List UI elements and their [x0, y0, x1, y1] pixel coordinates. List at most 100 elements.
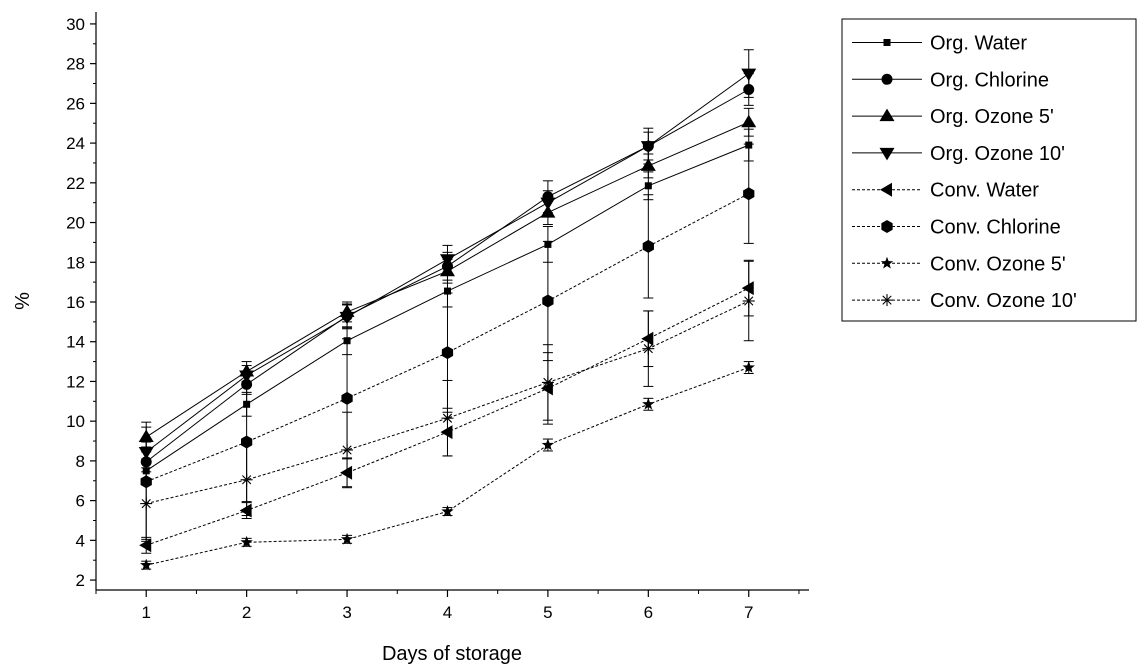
- legend: Org. Water Org. Chlorine Org. Ozone 5' Org.…: [841, 18, 1137, 322]
- y-tick-label: 18: [66, 253, 85, 272]
- data-point: [340, 465, 353, 480]
- legend-marker: [880, 256, 894, 269]
- legend-marker: [881, 294, 893, 307]
- data-point: [742, 295, 755, 307]
- data-point: [441, 505, 454, 517]
- hexagon-marker: [743, 187, 755, 201]
- data-point: [239, 503, 252, 518]
- circle-marker: [881, 73, 893, 85]
- data-point: [241, 435, 253, 449]
- star-marker: [642, 397, 655, 410]
- legend-item: Conv. Water: [852, 180, 1039, 202]
- square-marker: [883, 39, 891, 46]
- data-point: [140, 558, 153, 571]
- legend-box: [841, 18, 1137, 322]
- x-tick-label: 7: [744, 603, 753, 622]
- data-point: [341, 391, 353, 405]
- legend-marker: [881, 220, 893, 233]
- x-tick-label: 2: [242, 603, 251, 622]
- legend-label: Org. Ozone 10': [930, 143, 1065, 165]
- triangle-left-marker: [880, 182, 892, 197]
- asterisk-stroke: [342, 445, 352, 455]
- data-point: [443, 287, 451, 295]
- asterisk-stroke: [141, 498, 151, 509]
- data-point: [741, 281, 754, 296]
- plot-area: [138, 49, 757, 571]
- data-point: [742, 361, 755, 373]
- star-marker: [880, 256, 894, 269]
- legend-item: Org. Water: [852, 33, 1027, 55]
- legend-marker: [880, 182, 892, 197]
- legend-marker: [881, 73, 893, 85]
- data-point: [439, 254, 455, 267]
- legend-item: Conv. Ozone 10': [852, 290, 1077, 312]
- legend-item: Conv. Ozone 5': [852, 253, 1066, 275]
- hexagon-marker: [642, 239, 654, 253]
- triangle-up-marker: [879, 108, 895, 122]
- data-point: [341, 443, 354, 456]
- hexagon-marker: [542, 294, 554, 308]
- star-marker: [541, 438, 555, 451]
- triangle-left-marker: [440, 425, 453, 440]
- y-tick-label: 10: [66, 412, 85, 431]
- asterisk-stroke: [242, 475, 252, 485]
- legend-label: Conv. Ozone 10': [930, 290, 1077, 312]
- legend-label: Org. Chlorine: [930, 69, 1049, 91]
- hexagon-marker: [341, 391, 353, 405]
- y-tick-label: 4: [76, 531, 85, 550]
- asterisk-stroke: [543, 377, 553, 388]
- x-tick-label: 3: [342, 603, 351, 622]
- data-point: [640, 141, 656, 154]
- data-point: [644, 182, 652, 190]
- y-tick-label: 20: [66, 214, 85, 233]
- y-tick-label: 6: [76, 492, 85, 511]
- y-tick-label: 26: [66, 94, 85, 113]
- asterisk-stroke: [643, 344, 653, 354]
- y-tick-label: 8: [76, 452, 85, 471]
- legend-item: Org. Chlorine: [852, 69, 1049, 91]
- legend-label: Conv. Water: [930, 180, 1039, 202]
- x-axis-title: Days of storage: [382, 643, 522, 665]
- series-7: [140, 260, 755, 540]
- data-point: [240, 535, 253, 548]
- star-marker: [441, 505, 454, 517]
- asterisk-stroke: [882, 295, 892, 305]
- legend-marker: [883, 39, 891, 46]
- y-axis-title: %: [12, 292, 34, 310]
- data-point: [140, 497, 153, 510]
- x-tick-label: 6: [644, 603, 653, 622]
- axes: [95, 12, 809, 591]
- data-point: [441, 346, 454, 360]
- hexagon-marker: [881, 220, 893, 233]
- star-marker: [140, 558, 153, 571]
- data-point: [741, 68, 757, 82]
- data-point: [541, 438, 555, 451]
- data-point: [541, 376, 554, 389]
- asterisk-stroke: [744, 296, 754, 306]
- data-point: [339, 311, 355, 325]
- legend-label: Conv. Chlorine: [930, 217, 1061, 239]
- y-tick-label: 16: [66, 293, 85, 312]
- y-tick-label: 28: [66, 55, 85, 74]
- data-point: [440, 425, 453, 440]
- series-6: [140, 361, 755, 571]
- y-tick-label: 14: [66, 333, 85, 352]
- x-tick-label: 5: [543, 603, 552, 622]
- star-marker: [742, 361, 755, 373]
- legend-item: Conv. Chlorine: [852, 217, 1061, 239]
- square-marker: [644, 182, 652, 190]
- y-tick-label: 12: [66, 372, 85, 391]
- triangle-left-marker: [239, 503, 252, 518]
- legend-item: Org. Ozone 5': [852, 106, 1054, 128]
- hexagon-marker: [441, 346, 454, 360]
- triangle-down-marker: [439, 254, 455, 267]
- data-point: [741, 114, 757, 128]
- triangle-left-marker: [139, 538, 152, 553]
- hexagon-marker: [241, 435, 253, 449]
- data-point: [642, 397, 655, 410]
- series-3: [138, 49, 757, 463]
- x-ticks: 1 2 3 4 5 6 7: [95, 590, 800, 622]
- data-point: [542, 294, 554, 308]
